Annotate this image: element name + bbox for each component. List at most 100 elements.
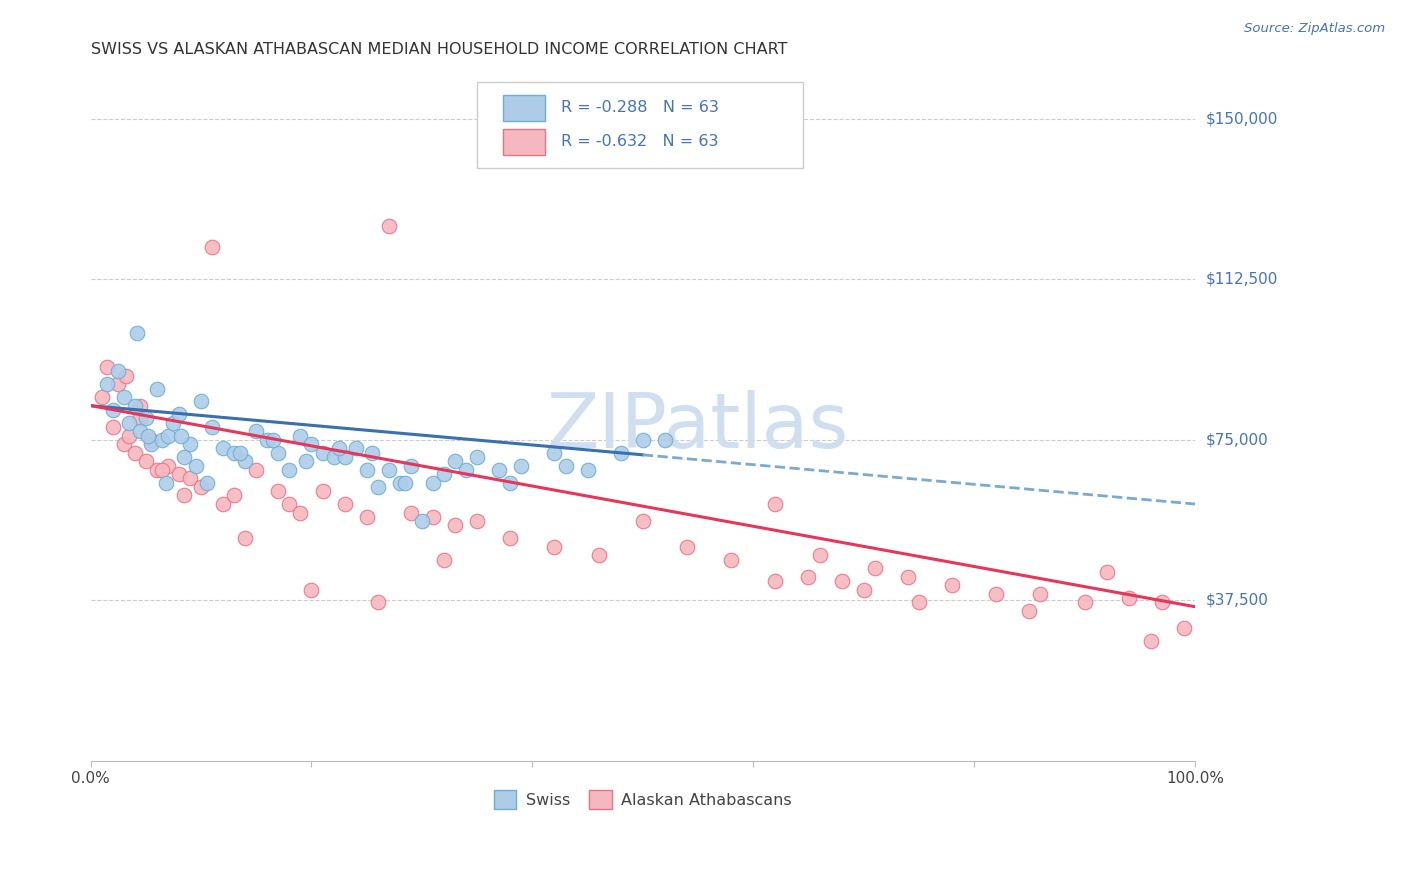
Point: [763, 497, 786, 511]
Point: [510, 458, 533, 473]
Point: [101, 420, 124, 434]
Point: [267, 484, 290, 499]
Point: [125, 326, 148, 340]
Point: [897, 570, 920, 584]
Point: [129, 399, 152, 413]
Point: [609, 446, 631, 460]
Point: [224, 488, 246, 502]
Point: [135, 454, 157, 468]
Point: [411, 514, 433, 528]
Point: [118, 428, 141, 442]
Text: R = -0.288   N = 63: R = -0.288 N = 63: [561, 100, 718, 115]
Point: [212, 442, 235, 456]
Text: $112,500: $112,500: [1206, 272, 1278, 287]
Point: [118, 416, 141, 430]
Point: [224, 446, 246, 460]
Point: [295, 454, 318, 468]
Point: [631, 514, 654, 528]
Point: [301, 582, 323, 597]
Point: [262, 433, 284, 447]
Point: [1140, 634, 1163, 648]
Point: [301, 437, 323, 451]
Point: [456, 463, 478, 477]
FancyBboxPatch shape: [502, 95, 544, 121]
Point: [588, 549, 610, 563]
Point: [96, 377, 118, 392]
Point: [173, 450, 195, 464]
FancyBboxPatch shape: [477, 81, 803, 169]
Point: [290, 506, 312, 520]
Point: [152, 463, 174, 477]
Point: [167, 407, 190, 421]
Point: [322, 450, 344, 464]
Point: [278, 497, 301, 511]
Text: ZIPatlas: ZIPatlas: [547, 390, 849, 464]
FancyBboxPatch shape: [502, 128, 544, 155]
Point: [1073, 595, 1095, 609]
Point: [852, 582, 875, 597]
Point: [184, 458, 207, 473]
Point: [388, 475, 411, 490]
Point: [367, 595, 389, 609]
Point: [96, 360, 118, 375]
Point: [554, 458, 576, 473]
Point: [228, 446, 250, 460]
Point: [576, 463, 599, 477]
Point: [763, 574, 786, 588]
Point: [201, 240, 224, 254]
Point: [141, 433, 163, 447]
Text: SWISS VS ALASKAN ATHABASCAN MEDIAN HOUSEHOLD INCOME CORRELATION CHART: SWISS VS ALASKAN ATHABASCAN MEDIAN HOUSE…: [90, 42, 787, 57]
Point: [720, 552, 742, 566]
Point: [444, 454, 467, 468]
Point: [444, 518, 467, 533]
Point: [422, 475, 444, 490]
Point: [311, 484, 333, 499]
Point: [179, 471, 201, 485]
Point: [124, 446, 146, 460]
Point: [367, 480, 389, 494]
Point: [356, 509, 378, 524]
Point: [129, 411, 152, 425]
Point: [90, 390, 112, 404]
Point: [356, 463, 378, 477]
Point: [201, 420, 224, 434]
Point: [344, 442, 367, 456]
Point: [124, 399, 146, 413]
Legend: Swiss, Alaskan Athabascans: Swiss, Alaskan Athabascans: [488, 784, 799, 815]
Point: [190, 480, 212, 494]
Point: [399, 506, 422, 520]
Point: [212, 497, 235, 511]
Point: [112, 390, 135, 404]
Point: [394, 475, 416, 490]
Point: [328, 442, 350, 456]
Point: [101, 403, 124, 417]
Point: [112, 437, 135, 451]
Point: [129, 425, 152, 439]
Point: [156, 458, 179, 473]
Point: [631, 433, 654, 447]
Point: [167, 467, 190, 481]
Point: [135, 411, 157, 425]
Point: [190, 394, 212, 409]
Point: [290, 428, 312, 442]
Point: [179, 437, 201, 451]
Point: [422, 509, 444, 524]
Point: [543, 540, 565, 554]
Point: [986, 587, 1008, 601]
Point: [311, 446, 333, 460]
Point: [808, 549, 831, 563]
Text: $37,500: $37,500: [1206, 593, 1270, 607]
Point: [115, 368, 138, 383]
Point: [1173, 621, 1195, 635]
Point: [797, 570, 820, 584]
Point: [465, 450, 488, 464]
Point: [433, 467, 456, 481]
Point: [676, 540, 699, 554]
Point: [941, 578, 963, 592]
Point: [908, 595, 931, 609]
Point: [245, 463, 267, 477]
Point: [1118, 591, 1140, 606]
Point: [107, 364, 129, 378]
Point: [831, 574, 853, 588]
Text: R = -0.632   N = 63: R = -0.632 N = 63: [561, 135, 718, 149]
